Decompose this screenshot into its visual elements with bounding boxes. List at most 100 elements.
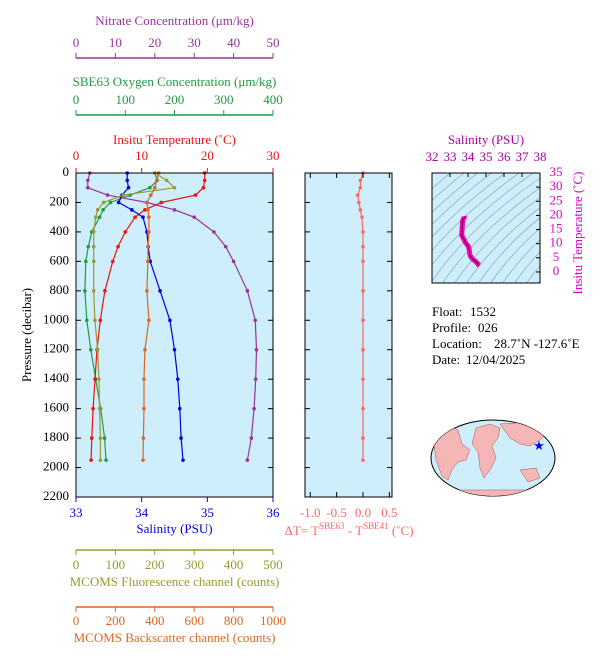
profile-point — [133, 215, 137, 219]
y-tick-label: 400 — [50, 223, 70, 238]
x-tick-label: 200 — [165, 92, 185, 107]
x-tick-label: 1000 — [260, 613, 286, 628]
profile-point — [141, 215, 145, 219]
info-label: Float: — [432, 304, 462, 319]
profile-point — [97, 406, 102, 411]
x-tick-label: -0.5 — [326, 505, 347, 520]
profile-point — [83, 289, 87, 293]
profile-point — [108, 200, 113, 205]
y-tick-label: 1800 — [43, 429, 69, 444]
y-tick-label: 200 — [50, 193, 70, 208]
axis-title: MCOMS Backscatter channel (counts) — [74, 630, 276, 645]
profile-point — [143, 347, 147, 352]
profile-point — [358, 208, 363, 212]
y-axis-title: Pressure (decibar) — [19, 288, 34, 382]
profile-point — [192, 215, 196, 219]
x-tick-label: 50 — [267, 35, 280, 50]
density-contour — [432, 173, 492, 225]
x-tick-label: 10 — [135, 148, 148, 163]
profile-point — [181, 458, 185, 462]
axis-title: Insitu Temperature (˚C) — [113, 132, 236, 147]
profile-point — [254, 347, 259, 352]
axis-title: Nitrate Concentration (μm/kg) — [95, 13, 254, 28]
profile-point — [97, 377, 101, 381]
profile-point — [361, 377, 365, 381]
density-contour — [466, 207, 540, 283]
profile-point — [358, 185, 363, 190]
x-axis-title-part: - T — [345, 523, 364, 538]
axis-title: Salinity (PSU) — [136, 521, 212, 536]
x-axis-title: ΔT= TSBE63 - TSBE41 (˚C) — [284, 521, 413, 538]
x-tick-label: 100 — [106, 557, 126, 572]
profile-point — [361, 289, 365, 293]
profile-point — [361, 244, 365, 249]
profile-point — [101, 200, 106, 205]
x-tick-label: 0 — [73, 92, 80, 107]
density-contour — [526, 265, 540, 283]
y-axis-title: Insitu Temperature (˚C) — [570, 171, 585, 294]
profile-point — [361, 230, 365, 234]
svg-text:★: ★ — [533, 438, 545, 453]
profile-point — [95, 347, 100, 352]
plot-frame — [304, 172, 393, 498]
profile-point — [110, 259, 115, 264]
chart-title: Salinity (PSU) — [448, 132, 524, 147]
profile-point — [361, 406, 365, 411]
profile-point — [361, 347, 365, 352]
profile-point — [361, 318, 365, 323]
profile-point — [89, 458, 93, 462]
profile-point — [103, 289, 107, 293]
profile-point — [201, 185, 206, 190]
x-tick-label: 37 — [516, 149, 530, 164]
x-tick-label: 35 — [201, 505, 214, 520]
x-tick-label: 30 — [188, 35, 201, 50]
profile-point — [148, 185, 152, 190]
x-tick-label: -1.0 — [300, 505, 321, 520]
axis-title: MCOMS Fluorescence channel (counts) — [70, 574, 280, 589]
x-tick-label: 38 — [534, 149, 547, 164]
y-tick-label: 25 — [550, 192, 563, 207]
profile-point — [98, 436, 103, 440]
profile-point — [172, 208, 177, 212]
profile-point — [177, 406, 182, 411]
x-tick-label: 0 — [73, 148, 80, 163]
x-tick-label: 0 — [73, 557, 80, 572]
profile-point — [88, 347, 93, 352]
profile-point — [116, 244, 120, 249]
info-value: 28.7˚N -127.6˚E — [494, 336, 580, 351]
ts-line-core — [461, 216, 480, 267]
profile-point — [143, 208, 147, 212]
profile-point — [142, 406, 146, 411]
info-value: 026 — [478, 320, 498, 335]
profile-point — [105, 193, 110, 197]
x-axis-title-part: ΔT= T — [284, 523, 319, 538]
x-tick-label: 800 — [224, 613, 244, 628]
plot-background — [76, 173, 273, 497]
profile-point — [358, 178, 363, 183]
y-tick-label: 10 — [550, 235, 563, 250]
y-tick-label: 1000 — [43, 311, 69, 326]
x-tick-label: 32 — [426, 149, 439, 164]
density-contour — [490, 228, 540, 283]
info-label: Profile: — [432, 320, 471, 335]
profile-point — [223, 244, 228, 249]
profile-point — [102, 436, 107, 440]
x-axis-title-part: SBE41 — [363, 521, 389, 531]
profile-point — [86, 185, 90, 190]
profile-point — [360, 215, 364, 219]
x-tick-label: 200 — [106, 613, 126, 628]
profile-point — [141, 436, 146, 440]
profile-point — [89, 436, 94, 440]
profile-point — [98, 458, 103, 462]
density-contour — [478, 217, 540, 283]
profile-point — [146, 208, 150, 212]
profile-point — [231, 259, 236, 264]
profile-point — [86, 244, 91, 249]
profile-point — [93, 318, 97, 323]
profile-point — [93, 377, 97, 381]
profile-point — [126, 185, 131, 190]
profile-point — [245, 458, 250, 462]
plot-background — [305, 173, 392, 497]
x-tick-label: 400 — [263, 92, 283, 107]
